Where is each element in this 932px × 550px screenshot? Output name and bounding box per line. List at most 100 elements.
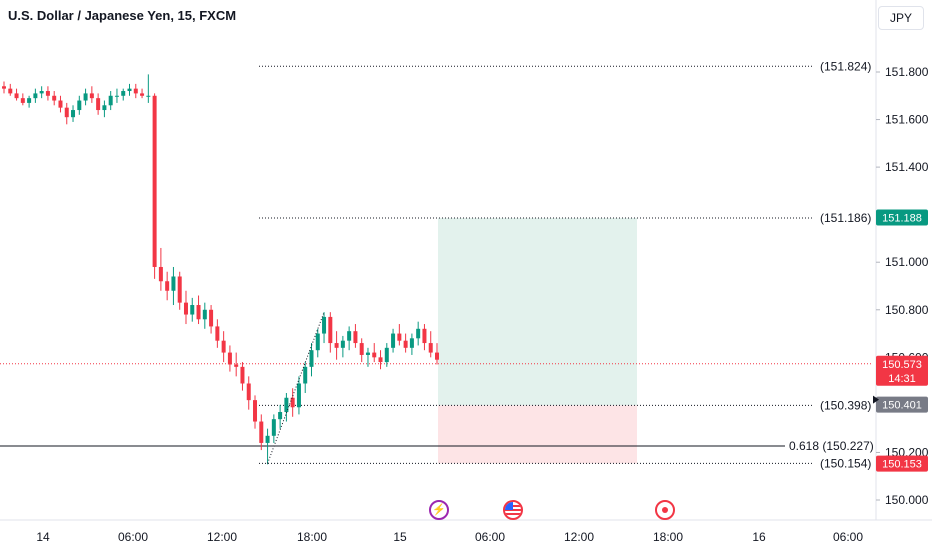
candle-body: [121, 91, 126, 96]
candle-body: [52, 95, 57, 101]
currency-button[interactable]: JPY: [878, 6, 924, 30]
time-tick-label: 18:00: [653, 530, 683, 544]
candle-body: [234, 364, 239, 367]
candle-body: [309, 350, 314, 367]
profit-zone: [438, 217, 637, 406]
candle-body: [227, 352, 232, 365]
price-tag: [876, 455, 928, 472]
candle-body: [14, 93, 19, 99]
candle-body: [347, 331, 352, 341]
candle-body: [146, 95, 151, 97]
candle-body: [58, 100, 63, 108]
candle-body: [240, 366, 245, 384]
candle-body: [384, 347, 389, 363]
price-tag-value: 150.573: [882, 359, 922, 371]
price-tick-label: 150.800: [885, 303, 929, 317]
candle-body: [253, 400, 258, 422]
candle-body: [378, 357, 383, 363]
time-tick-label: 06:00: [475, 530, 505, 544]
time-tick-label: 06:00: [833, 530, 863, 544]
us-flag-icon[interactable]: [503, 500, 523, 520]
record-icon[interactable]: [655, 500, 675, 520]
level-label: 0.618 (150.227): [789, 439, 874, 453]
level-label: (150.154): [820, 456, 871, 470]
price-tag-value: 150.401: [882, 400, 922, 412]
candle-body: [20, 98, 25, 103]
candle-body: [215, 326, 220, 341]
candle-body: [202, 309, 207, 320]
candle-body: [8, 88, 13, 94]
price-tick-label: 151.400: [885, 160, 929, 174]
candle-body: [27, 98, 32, 103]
candle-body: [152, 95, 157, 267]
candle-body: [328, 316, 333, 344]
level-label: (150.398): [820, 398, 871, 412]
candle-body: [183, 302, 188, 315]
price-tick-label: 151.000: [885, 255, 929, 269]
candle-body: [359, 343, 364, 355]
axis-marker-icon: [873, 395, 879, 404]
candle-body: [165, 281, 170, 291]
candle-body: [428, 343, 433, 353]
price-tick-label: 151.600: [885, 113, 929, 127]
price-tick-label: 151.800: [885, 65, 929, 79]
time-tick-label: 12:00: [564, 530, 594, 544]
candle-body: [33, 93, 38, 99]
candle-body: [303, 366, 308, 384]
candle-body: [83, 93, 88, 101]
candle-body: [96, 98, 101, 111]
candle-body: [340, 340, 345, 348]
lightning-icon[interactable]: ⚡: [429, 500, 449, 520]
candle-body: [127, 88, 132, 92]
candle-body: [102, 105, 107, 111]
candle-body: [397, 333, 402, 341]
time-tick-label: 12:00: [207, 530, 237, 544]
candle-body: [365, 352, 370, 355]
candle-body: [290, 397, 295, 408]
candle-body: [403, 340, 408, 348]
candle-body: [158, 266, 163, 282]
candle-body: [209, 309, 214, 327]
loss-zone: [438, 405, 637, 464]
candle-body: [259, 421, 264, 443]
price-tag: [876, 209, 928, 226]
candle-body: [271, 419, 276, 436]
candle-body: [353, 331, 358, 344]
candle-body: [71, 110, 76, 118]
candle-body: [140, 93, 145, 96]
candle-body: [416, 328, 421, 339]
candle-body: [133, 88, 138, 94]
candle-body: [196, 305, 201, 320]
candle-body: [435, 352, 439, 360]
candle-body: [89, 93, 94, 99]
time-tick-label: 16: [752, 530, 766, 544]
candle-body: [64, 107, 69, 118]
candle-body: [284, 397, 289, 413]
price-tag-countdown: 14:31: [888, 373, 916, 385]
candle-body: [77, 100, 82, 111]
price-tag-value: 150.153: [882, 459, 922, 471]
candle-body: [391, 333, 396, 348]
level-label: (151.186): [820, 211, 871, 225]
candle-body: [322, 316, 327, 334]
price-tag: [876, 396, 928, 413]
candle-body: [2, 86, 6, 89]
level-label: (151.824): [820, 59, 871, 73]
candle-body: [39, 91, 44, 94]
candle-body: [409, 338, 414, 348]
price-tag-value: 151.188: [882, 213, 922, 225]
price-tag: [876, 355, 928, 386]
candle-body: [334, 343, 339, 348]
candle-body: [296, 383, 301, 408]
candle-body: [108, 95, 113, 106]
candle-body: [278, 412, 283, 420]
fib-trendline: [267, 311, 325, 464]
candle-body: [190, 305, 195, 315]
time-tick-label: 15: [393, 530, 407, 544]
time-tick-label: 18:00: [297, 530, 327, 544]
candle-body: [114, 95, 119, 97]
candle-body: [265, 435, 270, 443]
time-tick-label: 14: [36, 530, 50, 544]
candle-body: [171, 276, 176, 291]
